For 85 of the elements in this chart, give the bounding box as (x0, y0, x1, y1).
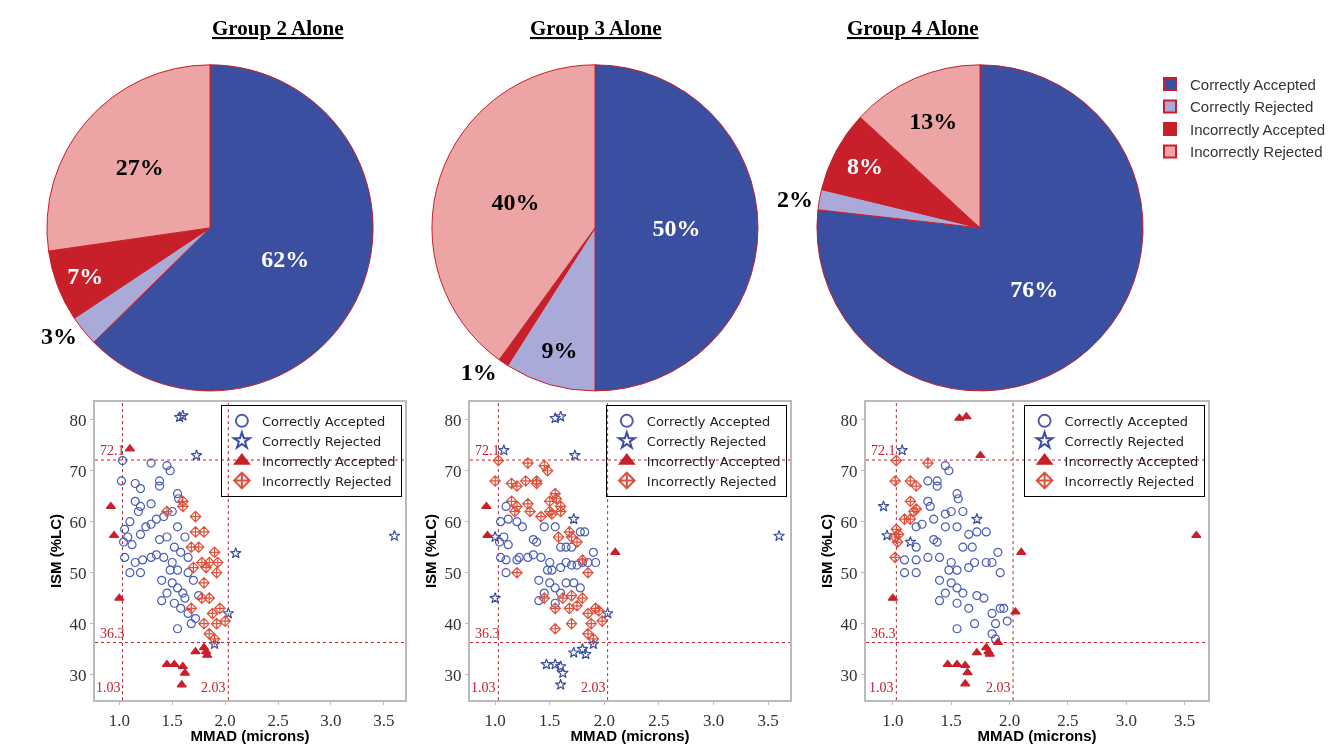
y-tick-label: 80 (444, 410, 462, 430)
y-tick-label: 30 (69, 665, 87, 685)
y-tick-label: 30 (840, 665, 858, 685)
ref-line-label: 2.03 (201, 680, 226, 695)
y-tick-label: 40 (840, 614, 858, 634)
x-tick-label: 1.0 (882, 710, 904, 730)
legend-label: Correctly Accepted (261, 413, 386, 429)
y-axis-title: ISM (%LC) (818, 513, 836, 589)
ref-line-label: 36.3 (475, 626, 500, 641)
y-tick-label: 80 (840, 410, 858, 430)
ref-line-label: 1.03 (96, 680, 121, 695)
ref-line-label: 72.1 (871, 443, 896, 458)
ref-line-label: 2.03 (986, 680, 1011, 695)
data-label: 13% (909, 108, 958, 135)
data-label: 27% (115, 154, 164, 181)
data-label: 7% (67, 262, 104, 289)
legend-label: Correctly Accepted (1190, 75, 1316, 93)
y-tick-label: 50 (69, 563, 87, 583)
ref-line-label: 2.03 (581, 680, 606, 695)
x-tick-label: 2.0 (214, 710, 236, 730)
y-axis-title: ISM (%LC) (422, 513, 440, 589)
x-axis-title: MMAD (microns) (570, 727, 690, 744)
y-tick-label: 60 (840, 512, 858, 532)
x-tick-label: 1.0 (484, 710, 506, 730)
y-tick-label: 60 (444, 512, 462, 532)
x-tick-label: 3.0 (320, 710, 342, 730)
data-label: 76% (1010, 275, 1059, 302)
chart-title: Group 2 Alone (212, 16, 344, 40)
legend-label: Incorrectly Rejected (261, 473, 392, 489)
chart-title: Group 3 Alone (530, 16, 662, 40)
x-tick-label: 2.0 (998, 710, 1021, 730)
legend-label: Correctly Rejected (1064, 433, 1185, 449)
y-tick-label: 50 (444, 563, 462, 583)
ref-line-label: 36.3 (871, 626, 896, 641)
legend-label: Incorrectly Accepted (646, 453, 781, 469)
x-tick-label: 2.5 (648, 710, 670, 730)
data-label: 8% (847, 153, 884, 180)
x-tick-label: 1.0 (108, 710, 130, 730)
y-tick-label: 50 (840, 563, 858, 583)
y-tick-label: 70 (840, 461, 858, 481)
x-tick-label: 2.5 (1057, 710, 1079, 730)
ref-line-label: 36.3 (100, 626, 125, 641)
x-tick-label: 1.5 (539, 710, 561, 730)
y-tick-label: 70 (444, 461, 462, 481)
y-tick-label: 40 (69, 614, 87, 634)
x-tick-label: 3.0 (1115, 710, 1137, 730)
x-tick-label: 1.5 (161, 710, 183, 730)
legend-label: Incorrectly Accepted (261, 453, 396, 469)
legend-label: Incorrectly Accepted (1064, 453, 1199, 469)
y-tick-label: 70 (69, 461, 87, 481)
x-tick-label: 3.5 (757, 710, 779, 730)
legend-label: Correctly Rejected (1190, 98, 1314, 116)
data-label: 9% (541, 337, 578, 364)
y-tick-label: 80 (69, 410, 87, 430)
legend-label: Incorrectly Rejected (646, 473, 777, 489)
chart-title: Group 4 Alone (847, 16, 979, 40)
legend-label: Correctly Rejected (261, 433, 382, 449)
data-label: 3% (40, 322, 77, 349)
legend-label: Correctly Accepted (1064, 413, 1189, 429)
x-tick-label: 3.5 (1174, 710, 1196, 730)
legend-label: Incorrectly Rejected (1190, 143, 1323, 161)
legend-label: Correctly Rejected (646, 433, 767, 449)
x-axis-title: MMAD (microns) (190, 727, 310, 744)
x-tick-label: 3.5 (373, 710, 395, 730)
ref-line-label: 72.1 (475, 443, 500, 458)
data-label: 62% (261, 246, 310, 273)
data-label: 50% (652, 214, 701, 241)
data-label: 1% (460, 358, 497, 385)
y-tick-label: 60 (69, 512, 87, 532)
x-axis-title: MMAD (microns) (977, 727, 1097, 744)
ref-line-label: 72.1 (100, 443, 125, 458)
x-tick-label: 1.5 (940, 710, 962, 730)
legend-label: Correctly Accepted (646, 413, 771, 429)
ref-line-label: 1.03 (471, 680, 496, 695)
x-tick-label: 3.0 (702, 710, 725, 730)
ref-line-label: 1.03 (869, 680, 894, 695)
y-tick-label: 30 (444, 665, 462, 685)
x-tick-label: 2.5 (267, 710, 289, 730)
x-tick-label: 2.0 (593, 710, 615, 730)
legend-label: Incorrectly Rejected (1064, 473, 1195, 489)
y-tick-label: 40 (444, 614, 462, 634)
data-label: 40% (491, 189, 540, 216)
data-label: 2% (776, 186, 813, 213)
y-axis-title: ISM (%LC) (47, 513, 65, 589)
legend-label: Incorrectly Accepted (1190, 120, 1326, 138)
